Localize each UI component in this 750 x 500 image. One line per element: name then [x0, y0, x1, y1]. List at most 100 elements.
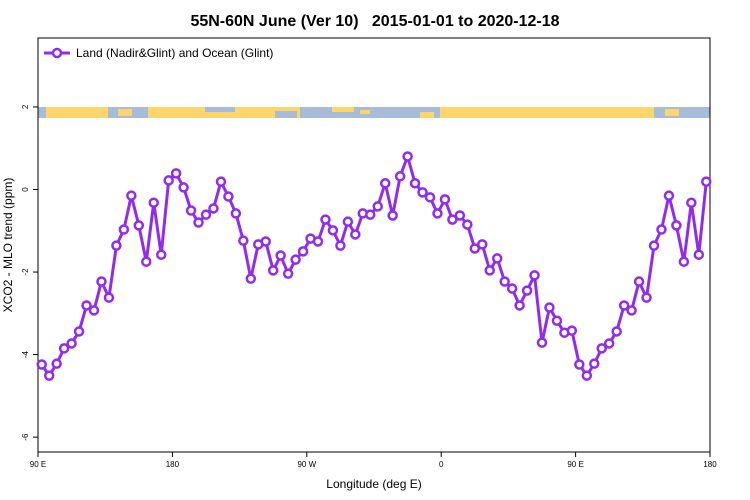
data-point [111, 240, 122, 251]
data-point [693, 249, 705, 260]
y-tick-label: -2 [21, 268, 30, 276]
data-point [477, 239, 488, 250]
data-point [611, 326, 622, 337]
data-point [88, 305, 100, 316]
data-point [200, 209, 212, 220]
data-point [215, 176, 227, 187]
land-patch [665, 109, 679, 116]
data-point [275, 250, 286, 261]
data-point [701, 176, 712, 187]
legend-label: Land (Nadir&Glint) and Ocean (Glint) [76, 46, 273, 60]
data-point [379, 178, 391, 189]
y-tick-label: 0 [21, 187, 30, 192]
data-point [402, 151, 413, 162]
data-point [671, 220, 682, 231]
land-patch [118, 109, 132, 116]
ocean-patch [38, 107, 46, 118]
plot-frame [37, 37, 711, 453]
data-point [126, 190, 137, 201]
data-point [290, 254, 301, 265]
data-point [335, 240, 346, 251]
y-axis-label: XCO2 - MLO trend (ppm) [1, 178, 15, 313]
data-point [387, 210, 398, 221]
data-point [469, 243, 481, 254]
data-point [491, 253, 503, 264]
data-point [103, 292, 115, 303]
data-point [633, 276, 645, 287]
data-point [178, 182, 189, 193]
data-point [43, 370, 55, 381]
data-point [238, 235, 249, 246]
x-tick-label: 180 [703, 460, 717, 469]
data-point [365, 209, 376, 220]
data-point [641, 292, 652, 303]
data-point [566, 325, 578, 336]
ocean-patch [205, 107, 235, 112]
data-point [678, 256, 690, 267]
data-point [574, 359, 585, 370]
data-point [439, 194, 451, 205]
data-point [663, 190, 675, 201]
data-point [208, 203, 219, 214]
data-point [462, 219, 473, 230]
data-point [342, 216, 354, 227]
data-point [193, 217, 204, 228]
data-point [484, 265, 495, 276]
data-point [260, 236, 271, 247]
x-tick-label: 90 E [30, 460, 46, 469]
data-point [409, 178, 421, 189]
data-point [170, 168, 182, 179]
data-point [603, 338, 615, 349]
data-point [424, 192, 436, 203]
x-axis-label: Longitude (deg E) [326, 477, 421, 491]
data-point [163, 175, 174, 186]
data-point [118, 224, 130, 235]
data-point [551, 315, 563, 326]
x-tick-label: 0 [439, 460, 444, 469]
data-point [447, 214, 458, 225]
data-point [529, 270, 540, 281]
data-point [223, 191, 234, 202]
data-point [282, 268, 294, 279]
ocean-patch [275, 111, 297, 118]
data-point [230, 208, 242, 219]
land-patch [332, 107, 354, 112]
ocean-patch [654, 107, 710, 118]
data-point [656, 224, 667, 235]
data-point [312, 236, 324, 247]
land-patch [420, 112, 434, 118]
legend-marker [51, 47, 63, 59]
data-point [589, 358, 600, 369]
data-point [73, 326, 85, 337]
y-tick-label: -4 [21, 350, 30, 358]
data-point [506, 283, 518, 294]
data-point [185, 205, 197, 216]
x-tick-label: 90 E [567, 460, 583, 469]
data-point [596, 343, 607, 354]
data-point [245, 273, 257, 284]
data-point [394, 171, 406, 182]
data-point [521, 285, 533, 296]
data-point [648, 240, 660, 251]
data-point [320, 214, 331, 225]
land-patch [360, 110, 370, 114]
data-point [626, 305, 637, 316]
data-point [297, 246, 309, 257]
chart-title: 55N-60N June (Ver 10) 2015-01-01 to 2020… [190, 13, 559, 30]
y-tick-label: -6 [21, 433, 30, 441]
data-point [81, 300, 92, 311]
data-point [514, 300, 525, 311]
data-point [141, 256, 152, 267]
data-point [133, 220, 145, 231]
data-point [327, 225, 339, 236]
data-point [148, 197, 159, 208]
data-point [454, 210, 466, 221]
data-point [350, 229, 361, 240]
data-point [372, 201, 383, 212]
data-point [66, 338, 77, 349]
data-point [544, 302, 555, 313]
data-point [155, 249, 167, 260]
data-point [96, 276, 107, 287]
